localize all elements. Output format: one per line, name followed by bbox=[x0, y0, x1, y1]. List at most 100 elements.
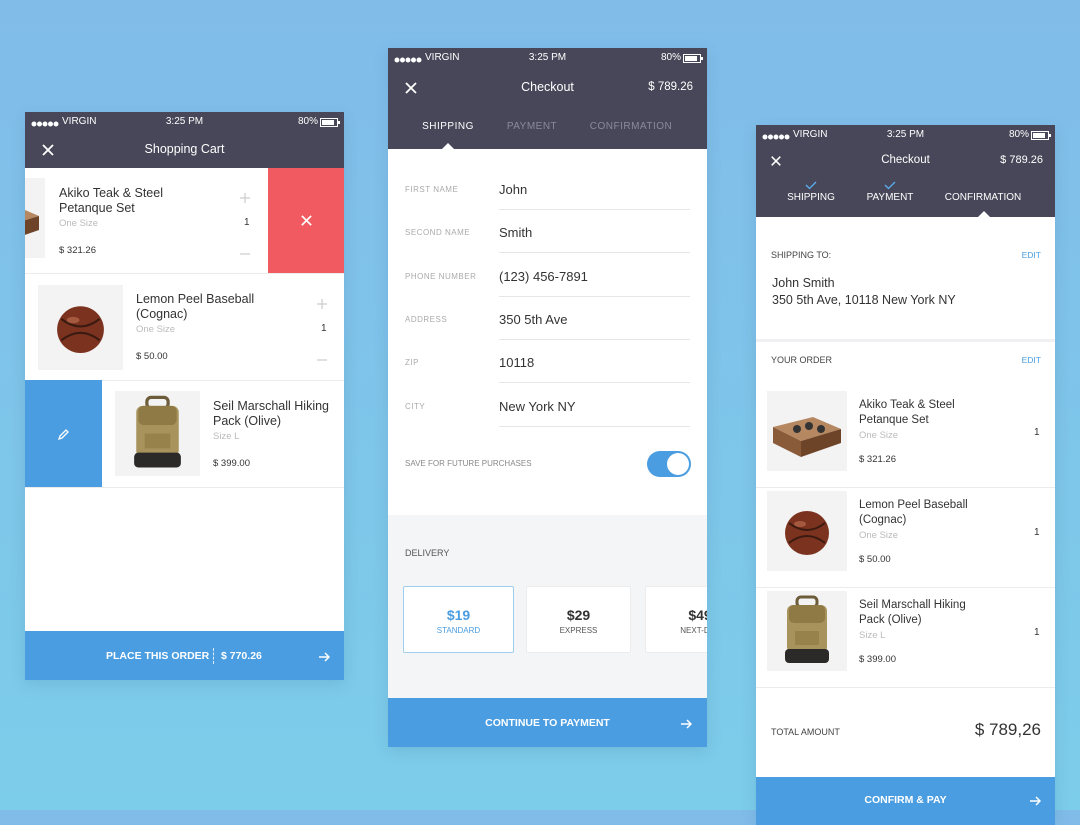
front bbox=[801, 429, 841, 457]
recipient-name: John Smith bbox=[772, 276, 835, 290]
product-variant: One Size bbox=[59, 218, 99, 229]
decrease-button[interactable] bbox=[240, 246, 250, 256]
pocket bbox=[144, 433, 171, 449]
place-order-button[interactable]: PLACE THIS ORDER $ 770.26 bbox=[25, 631, 344, 680]
tab[interactable]: PAYMENT bbox=[506, 121, 558, 132]
signal-dot bbox=[42, 121, 48, 127]
product-price: $ 399.00 bbox=[859, 654, 896, 665]
checkout-screen: VIRGIN 3:25 PM 80% Checkout $ 789.26 SHIPPING… bbox=[388, 48, 707, 747]
recipient-address: 350 5th Ave, 10118 New York NY bbox=[772, 293, 956, 307]
field-value[interactable]: John bbox=[499, 182, 528, 197]
battery-tip bbox=[1049, 134, 1051, 137]
signal-dot bbox=[416, 57, 422, 63]
edit-action[interactable] bbox=[25, 380, 102, 487]
edit-link[interactable]: EDIT bbox=[1021, 355, 1041, 365]
status-bar: VIRGIN 3:25 PM 80% bbox=[756, 125, 1055, 145]
battery-level bbox=[322, 120, 334, 125]
confirm-action: CONFIRM & PAY bbox=[864, 794, 947, 806]
tab[interactable]: PAYMENT bbox=[866, 192, 914, 203]
close-button-graphic bbox=[771, 156, 781, 166]
field-value[interactable]: Smith bbox=[499, 225, 533, 240]
battery-icon bbox=[1031, 131, 1051, 140]
save-toggle[interactable] bbox=[647, 451, 691, 477]
x-stroke bbox=[771, 156, 781, 166]
side bbox=[773, 427, 801, 457]
header bbox=[388, 48, 707, 149]
carrier: VIRGIN bbox=[793, 129, 828, 140]
arrow-stroke bbox=[681, 719, 693, 729]
product-image-graphic bbox=[767, 591, 847, 671]
signal-icon-graphic bbox=[394, 57, 422, 63]
product-price: $ 50.00 bbox=[136, 351, 168, 362]
separator bbox=[499, 339, 690, 340]
delivery-option[interactable]: $19 STANDARD bbox=[403, 586, 514, 653]
time: 3:25 PM bbox=[165, 116, 204, 127]
field-value[interactable]: (123) 456-7891 bbox=[499, 269, 588, 284]
quantity: 1 bbox=[1034, 427, 1040, 438]
delivery-label: DELIVERY bbox=[405, 548, 450, 558]
quantity: 1 bbox=[244, 217, 250, 228]
header-total: $ 789.26 bbox=[1000, 154, 1043, 166]
lid bbox=[25, 210, 39, 221]
close-button[interactable] bbox=[41, 143, 55, 157]
shine bbox=[794, 521, 806, 527]
carrier: VIRGIN bbox=[62, 116, 97, 127]
battery-shell bbox=[1031, 131, 1049, 140]
arrow-stroke bbox=[1030, 796, 1042, 806]
edit-link[interactable]: EDIT bbox=[1021, 250, 1041, 260]
product-name: Pack (Olive) bbox=[213, 414, 282, 428]
time: 3:25 PM bbox=[528, 52, 567, 63]
section-label: SHIPPING TO: bbox=[771, 250, 832, 260]
tab[interactable]: SHIPPING bbox=[787, 192, 835, 203]
signal-dot bbox=[773, 134, 779, 140]
quantity: 1 bbox=[1034, 527, 1040, 538]
seam bbox=[788, 522, 826, 544]
x-stroke bbox=[301, 215, 312, 226]
increase-button[interactable] bbox=[240, 190, 250, 203]
tab[interactable]: CONFIRMATION bbox=[944, 192, 1022, 203]
check bbox=[884, 181, 896, 190]
close-button[interactable] bbox=[404, 81, 418, 95]
flap bbox=[789, 605, 825, 623]
arrow-stroke bbox=[319, 652, 331, 662]
battery-tip bbox=[701, 57, 703, 60]
continue-button[interactable]: CONTINUE TO PAYMENT bbox=[388, 698, 707, 747]
delivery-option[interactable]: $29 EXPRESS bbox=[526, 586, 631, 653]
shine bbox=[66, 316, 80, 324]
front bbox=[25, 216, 39, 235]
check-icon bbox=[884, 177, 896, 190]
confirm-button[interactable]: CONFIRM & PAY bbox=[756, 777, 1055, 825]
x-stroke bbox=[405, 82, 417, 94]
field-value[interactable]: 350 5th Ave bbox=[499, 312, 568, 327]
check-icon bbox=[805, 177, 817, 190]
tab[interactable]: CONFIRMATION bbox=[589, 121, 673, 132]
edit-icon bbox=[57, 428, 69, 441]
product-name: Lemon Peel Baseball bbox=[136, 292, 255, 306]
order-action: PLACE THIS ORDER bbox=[106, 650, 210, 662]
separator bbox=[499, 382, 690, 383]
product-name: Pack (Olive) bbox=[859, 614, 922, 626]
tab[interactable]: SHIPPING bbox=[422, 121, 474, 132]
product-image bbox=[38, 285, 123, 370]
base bbox=[785, 649, 829, 663]
field-value[interactable]: New York NY bbox=[499, 399, 576, 414]
delivery-price: $49 bbox=[688, 607, 707, 623]
increase-button[interactable] bbox=[317, 296, 327, 309]
close-button[interactable] bbox=[770, 154, 782, 166]
total-amount: $ 789,26 bbox=[974, 720, 1041, 739]
continue-action: CONTINUE TO PAYMENT bbox=[485, 717, 610, 729]
screen-title: Shopping Cart bbox=[144, 142, 225, 156]
product-image-graphic bbox=[767, 391, 847, 471]
field-value[interactable]: 10118 bbox=[499, 355, 535, 370]
arrow-icon-graphic bbox=[681, 719, 693, 729]
signal-dot bbox=[405, 57, 411, 63]
decrease-button[interactable] bbox=[317, 352, 327, 362]
delivery-option[interactable]: $49 NEXT-DAY bbox=[645, 586, 707, 653]
battery-icon-graphic bbox=[1031, 131, 1051, 140]
delivery-name: STANDARD bbox=[436, 626, 481, 635]
signal-dot bbox=[37, 121, 42, 127]
carrier: VIRGIN bbox=[425, 52, 460, 63]
base bbox=[134, 452, 181, 468]
section-label: YOUR ORDER bbox=[771, 355, 833, 365]
product-image-graphic bbox=[38, 285, 123, 370]
